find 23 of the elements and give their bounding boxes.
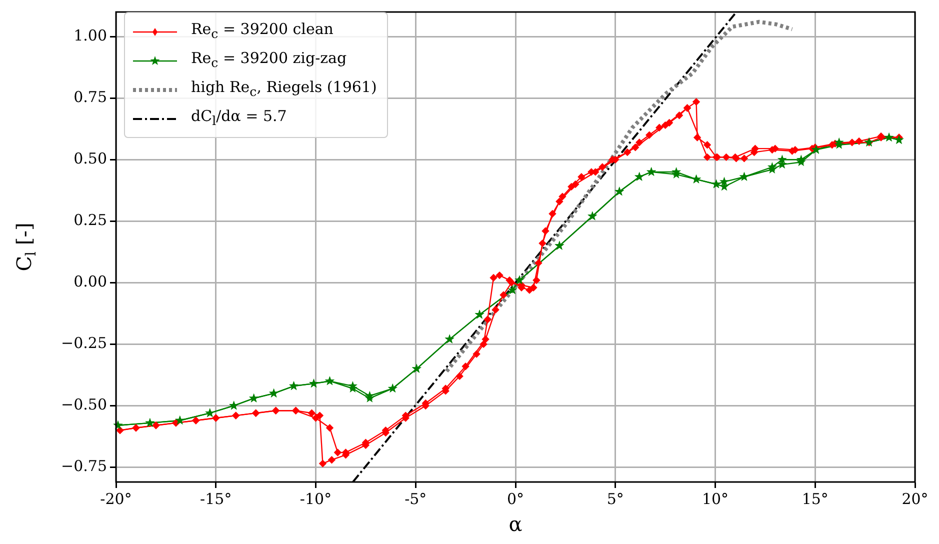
y-axis-title: Cl [-] [12,222,40,272]
y-tick-label: 0.00 [74,272,107,291]
y-tick-label: 1.00 [74,26,107,44]
legend-label: high Re$_{c}$, Riegels (1961) [191,77,377,101]
x-tick-label: -5° [404,490,427,508]
x-tick-label: 20° [902,490,928,508]
x-axis-title: α [508,512,522,536]
x-tick-label: 10° [702,490,729,508]
legend-label: Re$_{c}$ = 39200 zig-zag [191,48,347,72]
y-tick-label: −0.75 [61,457,107,476]
x-tick-label: 5° [606,490,624,508]
y-tick-label: 0.50 [74,150,107,168]
y-tick-label: 0.75 [74,88,107,106]
x-tick-label: 0° [506,490,524,508]
x-tick-label: -10° [300,490,332,508]
y-tick-label: 0.25 [74,211,107,230]
x-tick-label: -20° [100,490,132,508]
x-tick-label: -15° [200,490,232,508]
y-tick-label: −0.25 [61,334,107,352]
legend-label: dC$_{l}$/dα = 5.7 [191,106,287,130]
y-tick-label: −0.50 [61,396,107,414]
x-tick-label: 15° [802,490,828,508]
legend-label: Re$_{c}$ = 39200 clean [191,19,334,43]
